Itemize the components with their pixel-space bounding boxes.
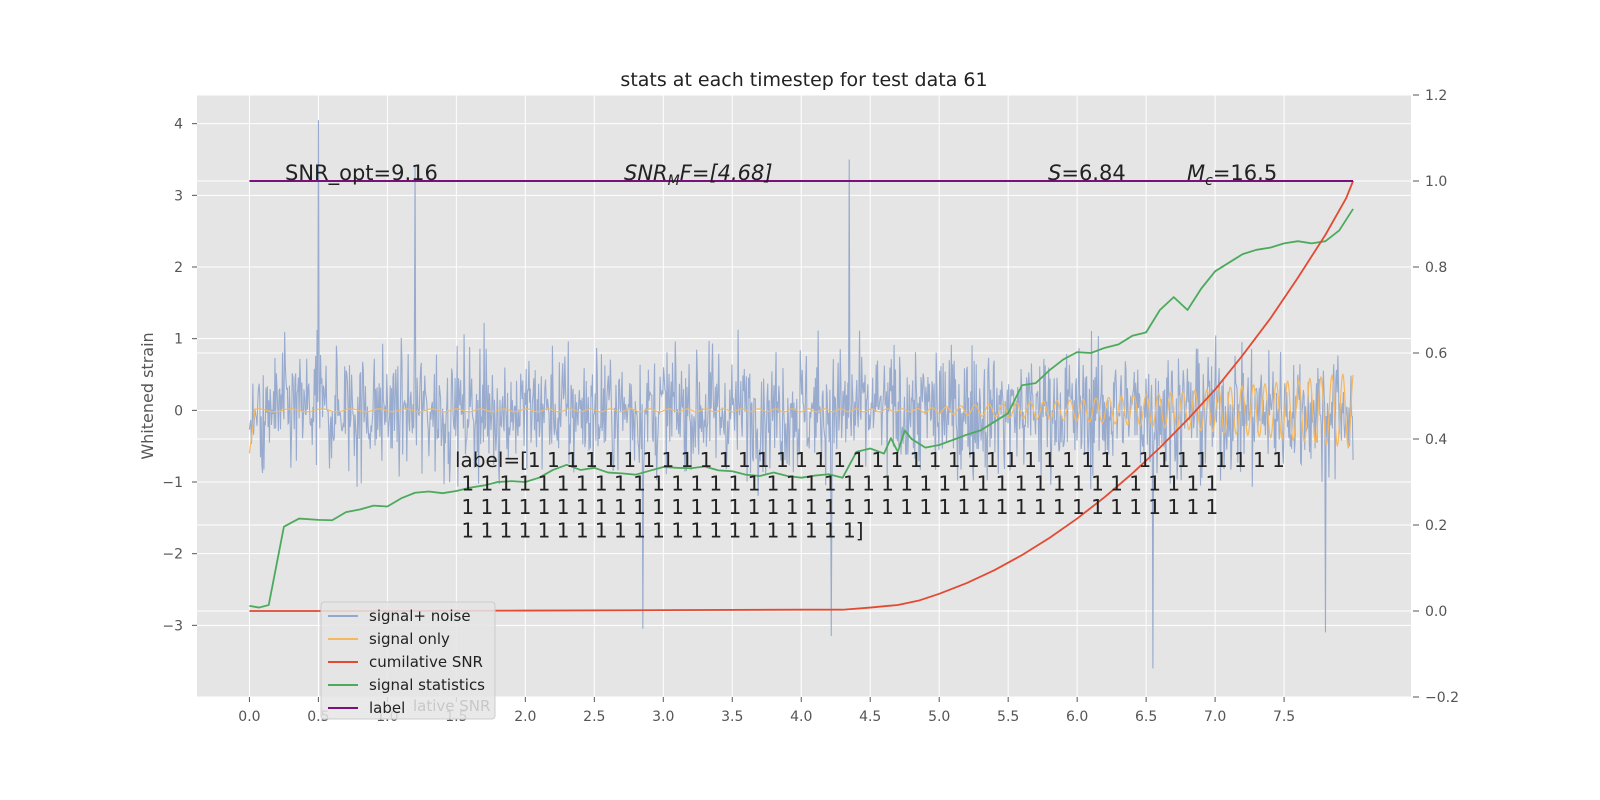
- y-axis-label: Whitened strain: [138, 332, 157, 459]
- y2-tick-label: 0.8: [1425, 260, 1447, 276]
- x-tick-label: 7.5: [1273, 709, 1295, 725]
- x-tick-label: 3.5: [721, 709, 743, 725]
- y-tick-label: −1: [162, 475, 183, 491]
- y-tick-label: 2: [174, 260, 183, 276]
- annotation-snr-mf-suffix: F=[4.68]: [680, 161, 773, 185]
- y2-tick-label: 1.0: [1425, 174, 1447, 190]
- series-signal-statistics: [249, 208, 1354, 609]
- x-tick-label: 7.0: [1204, 709, 1226, 725]
- series-cumulative-snr: [249, 180, 1354, 612]
- x-tick-label: 4.5: [859, 709, 881, 725]
- annotation-snr-mf-sub: M: [668, 173, 680, 189]
- legend: lative SNR signal+ noise signal only cumil…: [320, 601, 496, 720]
- annotation-mc-name: M: [1187, 161, 1205, 185]
- y-tick-label: 0: [174, 403, 183, 419]
- y-tick-label: 4: [174, 117, 183, 133]
- y2-tick-label: 0.0: [1425, 604, 1447, 620]
- annotation-s-value: =6.84: [1061, 161, 1125, 185]
- legend-entries: signal+ noise signal only cumilative SNR si…: [328, 607, 485, 717]
- annotation-mc-value: =16.5: [1213, 161, 1277, 185]
- annotation-snr-opt: SNR_opt=9.16: [285, 161, 438, 186]
- annotation-mc: Mc=16.5: [1187, 161, 1277, 189]
- y2-tick-label: 1.2: [1425, 88, 1447, 104]
- annotation-mc-sub: c: [1205, 173, 1213, 189]
- axes: 0.00.51.01.52.02.53.03.54.04.55.05.56.06…: [162, 88, 1459, 725]
- chart-title: stats at each timestep for test data 61: [620, 69, 987, 91]
- x-tick-label: 2.0: [514, 709, 536, 725]
- annotations: SNR_opt=9.16 SNRMF=[4.68] S=6.84 Mc=16.5…: [285, 161, 1285, 543]
- legend-label: signal statistics: [369, 676, 485, 694]
- annotation-s-name: S: [1048, 161, 1061, 185]
- y2-tick-label: 0.4: [1425, 432, 1447, 448]
- annotation-label-line-3: 1 1 1 1 1 1 1 1 1 1 1 1 1 1 1 1 1 1 1 1 …: [455, 495, 1218, 519]
- annotation-label-line-2: 1 1 1 1 1 1 1 1 1 1 1 1 1 1 1 1 1 1 1 1 …: [455, 472, 1218, 496]
- legend-label: label: [369, 699, 405, 717]
- annotation-s: S=6.84: [1048, 161, 1126, 185]
- y-tick-label: −2: [162, 547, 183, 563]
- x-tick-label: 2.5: [583, 709, 605, 725]
- x-tick-label: 3.0: [652, 709, 674, 725]
- y2-tick-label: 0.2: [1425, 518, 1447, 534]
- legend-ghost-text: lative SNR: [413, 697, 490, 715]
- annotation-snr-mf-prefix: SNR: [624, 161, 668, 185]
- x-tick-label: 5.0: [928, 709, 950, 725]
- x-tick-label: 4.0: [790, 709, 812, 725]
- x-tick-label: 6.5: [1135, 709, 1157, 725]
- y-tick-label: 1: [174, 332, 183, 348]
- y2-tick-label: 0.6: [1425, 346, 1447, 362]
- legend-box: [320, 601, 496, 720]
- y-tick-label: 3: [174, 188, 183, 204]
- x-tick-label: 0.0: [238, 709, 260, 725]
- x-tick-label: 5.5: [997, 709, 1019, 725]
- series-signal-only: [248, 373, 1354, 454]
- x-tick-label: 6.0: [1066, 709, 1088, 725]
- legend-label: signal only: [369, 630, 450, 648]
- annotation-label-line-1: label=[1 1 1 1 1 1 1 1 1 1 1 1 1 1 1 1 1…: [455, 448, 1285, 472]
- y2-tick-label: −0.2: [1425, 690, 1459, 706]
- annotation-snr-mf: SNRMF=[4.68]: [624, 161, 773, 189]
- annotation-label-array: label=[1 1 1 1 1 1 1 1 1 1 1 1 1 1 1 1 1…: [455, 448, 1285, 543]
- y-tick-label: −3: [162, 618, 183, 634]
- legend-label: signal+ noise: [369, 607, 471, 625]
- legend-label: cumilative SNR: [369, 653, 483, 671]
- series-layer: [248, 120, 1354, 669]
- annotation-label-line-4: 1 1 1 1 1 1 1 1 1 1 1 1 1 1 1 1 1 1 1 1 …: [455, 519, 864, 543]
